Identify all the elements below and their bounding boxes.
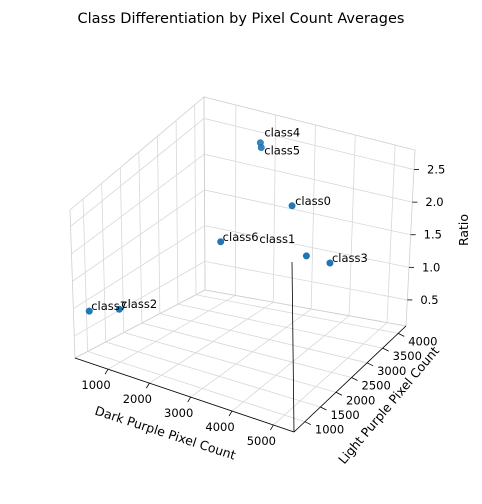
y-grid-left xyxy=(175,120,179,305)
x-tick-mark xyxy=(269,424,274,431)
y-tick-label: 3500 xyxy=(393,349,422,363)
z-grid-back xyxy=(204,225,410,268)
tick-labels: 1000200030004000500010001500200025003000… xyxy=(81,163,445,448)
y-tick-mark xyxy=(304,421,312,426)
x-grid-back xyxy=(310,124,316,310)
z-grid-left xyxy=(72,189,205,282)
y-tick-label: 2500 xyxy=(362,379,391,393)
y-tick-label: 3000 xyxy=(377,364,406,378)
x-grid-floor xyxy=(273,322,388,426)
point-label: class4 xyxy=(264,126,300,140)
x-grid-back xyxy=(234,104,237,296)
y-axis-line xyxy=(293,325,407,433)
z-grid-left xyxy=(71,153,205,255)
data-point xyxy=(115,305,123,313)
data-point xyxy=(302,252,310,260)
y-tick-mark xyxy=(351,377,358,381)
point-label: class1 xyxy=(259,232,295,246)
y-grid-left xyxy=(157,136,161,314)
x-tick-label: 1000 xyxy=(81,378,110,392)
y-tick-label: 2000 xyxy=(346,393,375,407)
data-points: class0 class1 class2 class3 class4 class5 clas… xyxy=(85,126,368,315)
x-tick-label: 4000 xyxy=(205,420,234,434)
y-grid-floor xyxy=(87,351,306,423)
y-grid-left xyxy=(101,183,107,342)
data-point xyxy=(288,202,296,210)
x-grid-floor xyxy=(149,301,274,384)
data-point xyxy=(85,307,93,315)
x-grid-floor xyxy=(190,308,312,398)
x-grid-back xyxy=(386,144,396,323)
x-tick-mark xyxy=(228,410,233,417)
y-grid-floor xyxy=(177,303,383,349)
x-tick-mark xyxy=(146,382,150,389)
data-point xyxy=(326,259,334,267)
y-tick-label: 4000 xyxy=(408,334,437,348)
point-label: class2 xyxy=(121,297,157,311)
point-label: class7 xyxy=(91,299,127,313)
y-tick-mark xyxy=(382,347,389,352)
x-grid-back xyxy=(348,134,356,316)
z-tick-label: 1.0 xyxy=(422,260,440,274)
y-grid-floor xyxy=(159,313,368,364)
x-tick-mark xyxy=(104,368,109,375)
y-tick-mark xyxy=(335,391,343,396)
x-axis-line xyxy=(74,357,295,433)
x-tick-label: 3000 xyxy=(164,406,193,420)
z-grid-back xyxy=(204,153,413,203)
y-tick-label: 1500 xyxy=(330,408,359,422)
y-grid-left xyxy=(138,151,143,324)
y-grid-left xyxy=(194,104,197,295)
pane-left xyxy=(69,96,206,359)
y-grid-floor xyxy=(105,341,321,408)
x-tick-label: 5000 xyxy=(247,434,276,448)
y-tick-label: 1000 xyxy=(315,423,344,437)
z-tick-label: 1.5 xyxy=(424,228,442,242)
y-grid-left xyxy=(82,199,89,352)
z-tick-label: 2.5 xyxy=(427,163,445,177)
data-point xyxy=(257,144,265,152)
z-tick-label: 0.5 xyxy=(420,293,438,307)
chart-title: Class Differentiation by Pixel Count Ave… xyxy=(78,11,405,27)
point-label: class0 xyxy=(295,194,331,208)
data-point xyxy=(217,238,225,246)
y-grid-floor xyxy=(195,294,399,334)
z-axis-line xyxy=(291,261,295,433)
grid-lines xyxy=(70,104,415,426)
x-grid-back xyxy=(272,114,277,303)
x-grid-floor xyxy=(231,315,350,412)
z-grid-back xyxy=(204,189,411,236)
z-axis-label: Ratio xyxy=(456,214,471,246)
z-grid-back xyxy=(204,118,415,170)
z-grid-left xyxy=(73,225,205,310)
x-grid-floor xyxy=(107,295,236,370)
y-grid-left xyxy=(119,167,125,333)
x-tick-mark xyxy=(187,396,192,403)
z-tick-label: 2.0 xyxy=(425,195,443,209)
y-tick-mark xyxy=(320,406,327,411)
z-grid-left xyxy=(74,261,206,337)
y-tick-mark xyxy=(366,362,374,367)
y-grid-floor xyxy=(141,322,352,378)
y-tick-mark xyxy=(398,333,405,337)
x-tick-label: 2000 xyxy=(123,392,152,406)
point-label: class5 xyxy=(264,144,300,158)
z-grid-left xyxy=(70,118,205,227)
axes xyxy=(74,261,407,433)
point-label: class6 xyxy=(223,230,259,244)
point-label: class3 xyxy=(332,251,368,265)
z-grid-back xyxy=(204,261,408,301)
y-grid-floor xyxy=(123,332,337,393)
